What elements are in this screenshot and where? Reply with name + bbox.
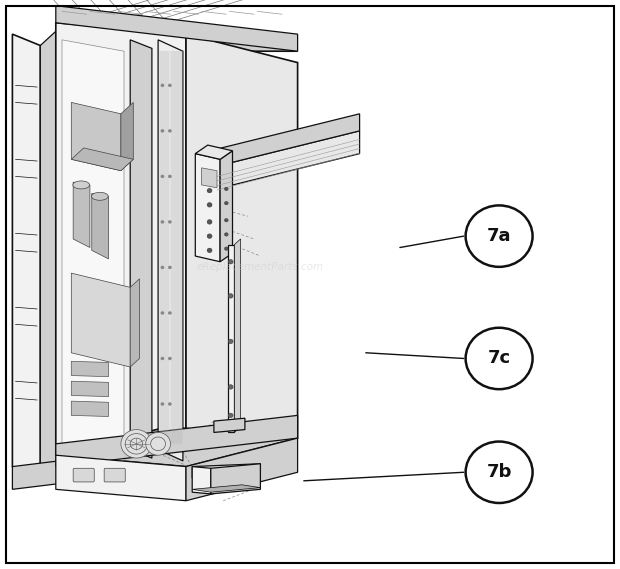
Polygon shape	[71, 381, 108, 397]
FancyBboxPatch shape	[104, 468, 125, 482]
Circle shape	[168, 175, 172, 178]
Ellipse shape	[73, 181, 90, 189]
Circle shape	[224, 187, 228, 191]
Polygon shape	[195, 154, 220, 262]
Circle shape	[466, 328, 533, 389]
Polygon shape	[192, 467, 211, 494]
Circle shape	[168, 220, 172, 224]
Circle shape	[224, 201, 228, 205]
Polygon shape	[202, 168, 217, 188]
Polygon shape	[121, 102, 133, 171]
FancyBboxPatch shape	[73, 468, 94, 482]
Circle shape	[228, 339, 233, 344]
Polygon shape	[186, 438, 298, 501]
Circle shape	[168, 129, 172, 133]
Circle shape	[168, 311, 172, 315]
Ellipse shape	[92, 192, 108, 200]
Polygon shape	[12, 461, 59, 489]
Text: 7a: 7a	[487, 227, 512, 245]
Polygon shape	[234, 239, 241, 432]
Polygon shape	[56, 427, 298, 467]
Circle shape	[466, 442, 533, 503]
Polygon shape	[186, 34, 298, 467]
Circle shape	[161, 84, 164, 87]
Circle shape	[207, 220, 212, 224]
Polygon shape	[211, 464, 260, 494]
Polygon shape	[12, 34, 40, 478]
Circle shape	[228, 413, 233, 418]
Polygon shape	[62, 40, 124, 461]
Circle shape	[228, 259, 233, 264]
Circle shape	[466, 205, 533, 267]
Circle shape	[161, 175, 164, 178]
Polygon shape	[71, 273, 130, 367]
Circle shape	[161, 402, 164, 406]
Circle shape	[228, 294, 233, 298]
Polygon shape	[71, 361, 108, 377]
Polygon shape	[158, 40, 183, 461]
Polygon shape	[228, 245, 234, 432]
Circle shape	[161, 311, 164, 315]
Circle shape	[207, 248, 212, 253]
Polygon shape	[198, 131, 360, 193]
Text: 7b: 7b	[487, 463, 512, 481]
Polygon shape	[195, 145, 232, 159]
Polygon shape	[56, 415, 298, 467]
Polygon shape	[40, 28, 59, 478]
Polygon shape	[71, 148, 133, 171]
Text: eReplacementParts.com: eReplacementParts.com	[197, 262, 324, 273]
Polygon shape	[56, 6, 298, 51]
Polygon shape	[192, 485, 260, 492]
Polygon shape	[192, 464, 260, 478]
Polygon shape	[214, 418, 245, 432]
Circle shape	[161, 357, 164, 360]
Polygon shape	[71, 401, 108, 417]
Polygon shape	[198, 114, 360, 171]
Circle shape	[146, 432, 170, 455]
Circle shape	[207, 203, 212, 207]
Circle shape	[168, 266, 172, 269]
Circle shape	[168, 84, 172, 87]
Polygon shape	[130, 279, 140, 367]
Polygon shape	[220, 151, 232, 262]
Circle shape	[207, 234, 212, 238]
Text: 7c: 7c	[487, 349, 511, 368]
Circle shape	[161, 129, 164, 133]
Circle shape	[161, 220, 164, 224]
Polygon shape	[56, 23, 298, 51]
Polygon shape	[73, 182, 90, 248]
Circle shape	[224, 233, 228, 236]
Polygon shape	[71, 102, 121, 171]
Polygon shape	[92, 193, 108, 259]
Circle shape	[168, 357, 172, 360]
Polygon shape	[56, 455, 186, 501]
Circle shape	[224, 247, 228, 250]
Polygon shape	[130, 40, 152, 458]
Circle shape	[228, 385, 233, 389]
Polygon shape	[56, 23, 186, 467]
Circle shape	[224, 218, 228, 222]
Circle shape	[161, 266, 164, 269]
Circle shape	[207, 188, 212, 193]
Circle shape	[168, 402, 172, 406]
Circle shape	[121, 430, 152, 458]
